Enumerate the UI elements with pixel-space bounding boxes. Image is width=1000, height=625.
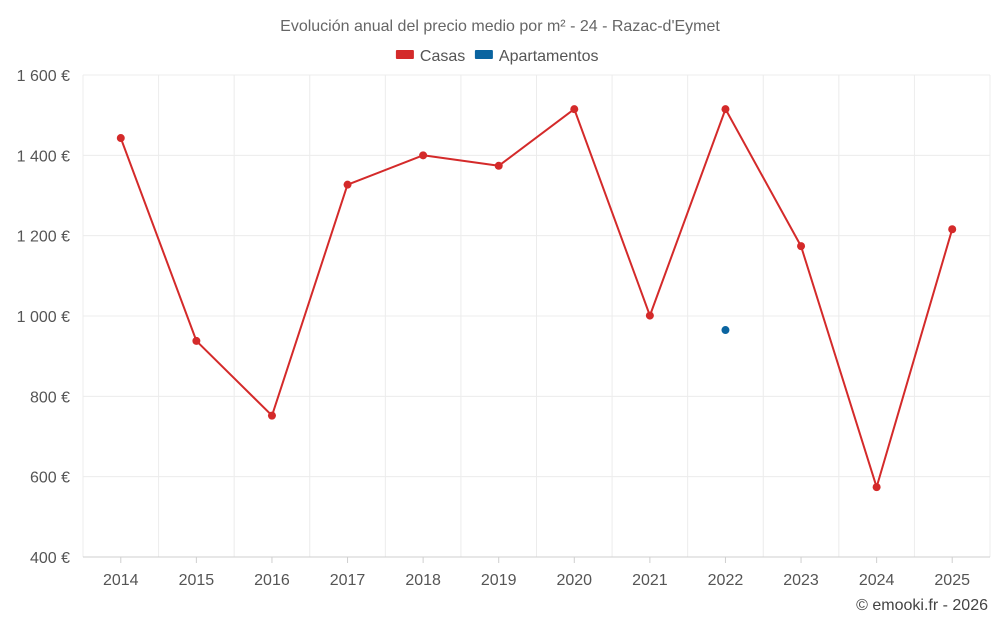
data-point[interactable] — [419, 151, 428, 160]
x-tick-label: 2023 — [783, 572, 819, 589]
data-point[interactable] — [721, 326, 730, 335]
legend: Casas Apartamentos — [395, 48, 599, 65]
data-point[interactable] — [494, 161, 503, 170]
data-point[interactable] — [645, 311, 654, 320]
y-tick-label: 1 000 € — [17, 309, 70, 326]
x-tick-label: 2020 — [556, 572, 592, 589]
legend-label: Apartamentos — [499, 48, 599, 65]
series-apartamentos — [721, 326, 730, 335]
x-tick-label: 2016 — [254, 572, 290, 589]
data-point[interactable] — [343, 180, 352, 189]
x-tick-label: 2015 — [179, 572, 215, 589]
data-point[interactable] — [192, 336, 201, 345]
data-point[interactable] — [948, 225, 957, 234]
x-tick-label: 2017 — [330, 572, 366, 589]
data-point[interactable] — [267, 411, 276, 420]
data-point[interactable] — [797, 242, 806, 251]
y-tick-label: 1 600 € — [17, 68, 70, 85]
legend-label: Casas — [420, 48, 465, 65]
axes: 400 € 600 € 800 € 1 000 € 1 200 € 1 400 € 1 60… — [17, 68, 990, 589]
data-point[interactable] — [721, 105, 730, 114]
y-tick-label: 400 € — [30, 550, 70, 567]
x-tick-label: 2014 — [103, 572, 139, 589]
y-tick-label: 1 200 € — [17, 229, 70, 246]
x-tick-label: 2019 — [481, 572, 517, 589]
series-casas — [116, 105, 957, 492]
x-tick-label: 2021 — [632, 572, 668, 589]
x-tick-label: 2018 — [405, 572, 441, 589]
x-tick-label: 2024 — [859, 572, 895, 589]
y-tick-label: 600 € — [30, 470, 70, 487]
series-layer — [116, 105, 957, 492]
data-point[interactable] — [872, 483, 881, 492]
y-tick-label: 1 400 € — [17, 148, 70, 165]
y-tick-label: 800 € — [30, 389, 70, 406]
credit-text: © emooki.fr - 2026 — [856, 597, 988, 614]
legend-item-casas[interactable]: Casas — [395, 48, 465, 65]
data-point[interactable] — [570, 105, 579, 114]
legend-item-apartamentos[interactable]: Apartamentos — [474, 48, 599, 65]
legend-swatch — [395, 50, 414, 59]
data-point[interactable] — [116, 134, 125, 143]
series-line — [119, 108, 954, 489]
grid — [82, 74, 991, 557]
chart-title: Evolución anual del precio medio por m² … — [280, 18, 720, 35]
x-tick-label: 2022 — [708, 572, 744, 589]
legend-swatch — [474, 50, 493, 59]
x-tick-label: 2025 — [934, 572, 970, 589]
